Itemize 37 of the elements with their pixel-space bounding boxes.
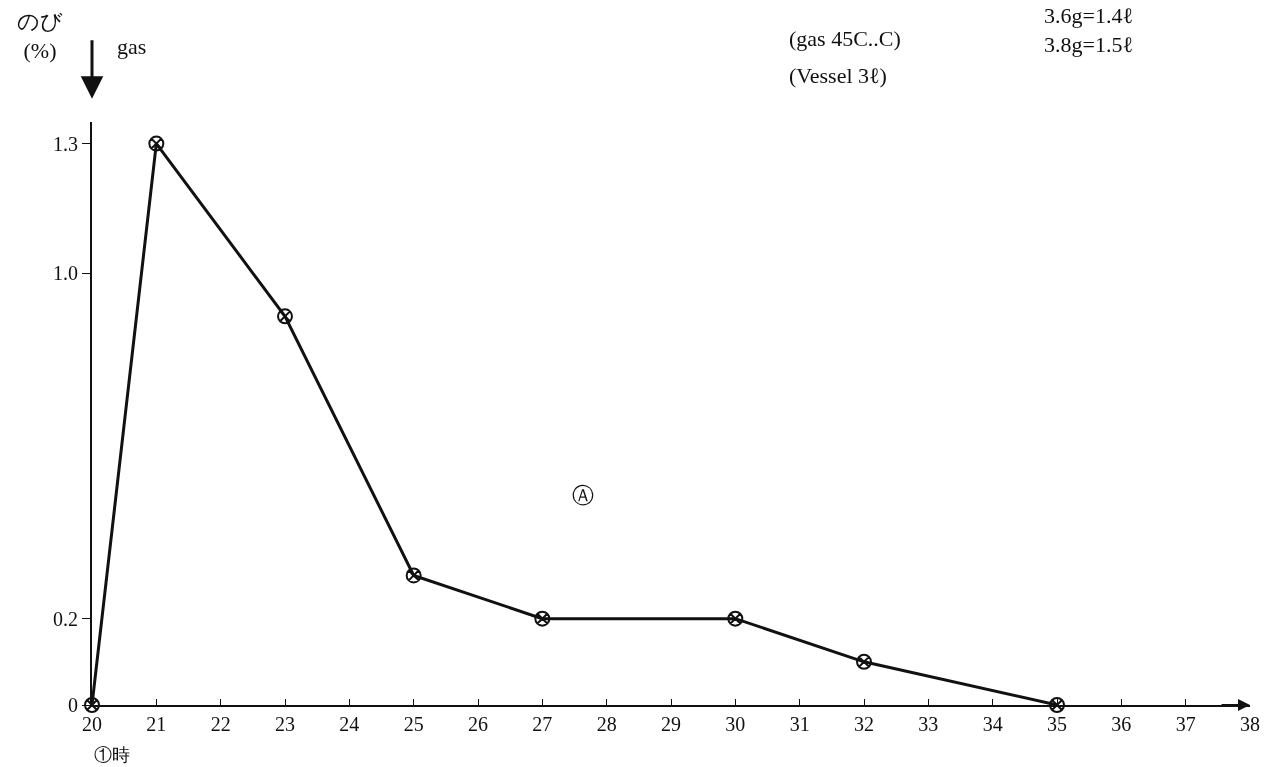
point (534, 610, 551, 627)
x-tick-label: 25 (403, 713, 424, 735)
x-tick-label: 34 (982, 713, 1003, 735)
x-tick-label: 29 (661, 713, 681, 735)
x-tick-label: 31 (789, 713, 810, 735)
y-axis-title: のび (%) (17, 9, 63, 63)
point (856, 653, 872, 670)
x-tick-label: 22 (210, 713, 231, 735)
y-tick-label: 1.0 (53, 262, 78, 285)
x-axis-title: ①時 (94, 745, 130, 765)
x-tick-label: 27 (532, 713, 553, 735)
x-tick-label: 20 (82, 713, 102, 735)
x-tick-label: 21 (146, 713, 167, 735)
x-tick-label: 30 (725, 713, 746, 735)
x-tick-label: 24 (339, 713, 360, 735)
y-tick-label: 1.3 (53, 132, 78, 155)
text: gas (117, 34, 147, 59)
point (727, 610, 744, 627)
text: 3.6g=1.4ℓ 3.8g=1.5ℓ (1044, 3, 1133, 57)
x-tick-label: 28 (596, 713, 617, 735)
text: (gas 45C..C) (789, 26, 901, 51)
y-tick-label: 0 (68, 694, 78, 716)
annotation: Ⓐ (572, 483, 594, 508)
point (1049, 697, 1065, 713)
x-tick-label: 37 (1175, 713, 1196, 735)
point (405, 567, 422, 584)
point (277, 308, 293, 325)
y-tick-label: 0.2 (53, 607, 78, 630)
x-tick-label: 33 (918, 713, 939, 735)
x-tick-label: 23 (275, 713, 295, 735)
text: (Vessel 3ℓ) (789, 63, 887, 88)
x-tick-label: 38 (1240, 713, 1260, 735)
x-tick-label: 36 (1111, 713, 1132, 735)
x-tick-label: 35 (1047, 713, 1067, 735)
x-tick-label: 32 (854, 713, 874, 735)
x-tick-label: 26 (468, 713, 488, 735)
point (148, 135, 165, 152)
